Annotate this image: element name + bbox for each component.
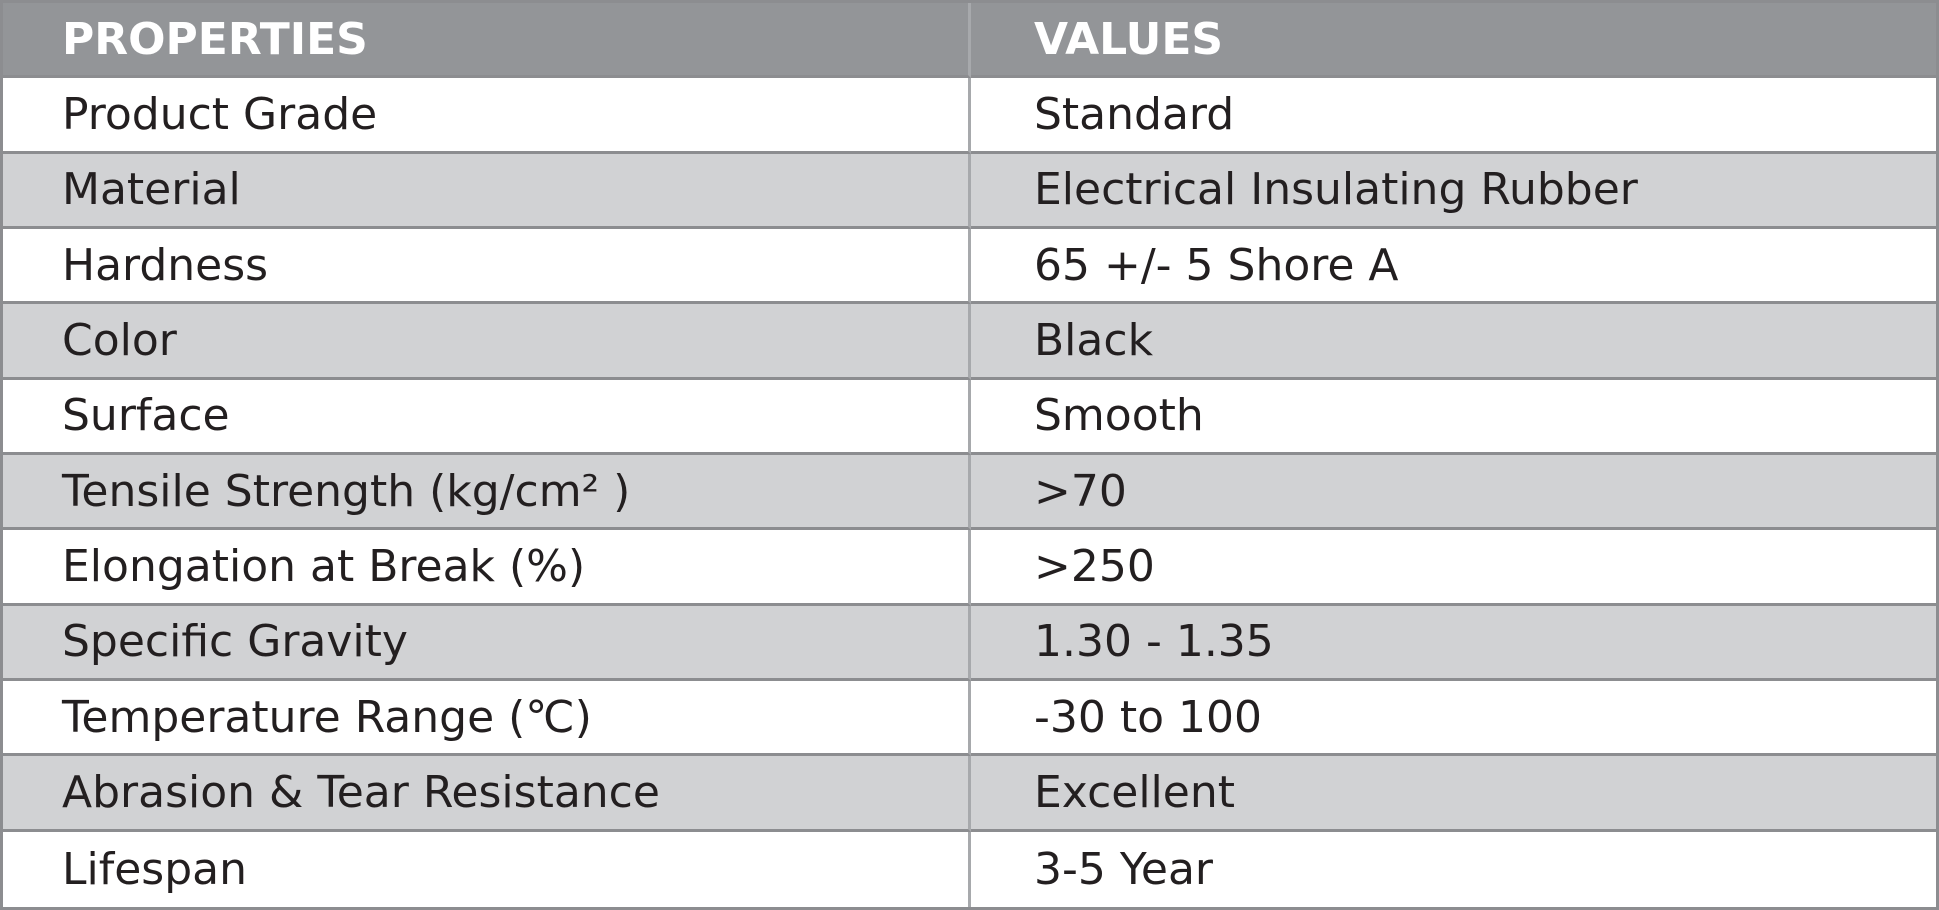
header-cell: VALUES — [971, 3, 1936, 79]
value-cell: 3-5 Year — [1034, 843, 1214, 895]
value-cell: -30 to 100 — [971, 681, 1936, 757]
value-cell: >70 — [971, 455, 1936, 531]
header-cell: PROPERTIES — [3, 3, 971, 79]
value-cell: 1.30 - 1.35 — [971, 605, 1936, 681]
property-cell: Hardness — [3, 229, 971, 305]
property-cell: Elongation at Break (%) — [3, 530, 971, 606]
value-cell: Smooth — [971, 380, 1936, 455]
property-cell: Abrasion & Tear Resistance — [3, 756, 971, 832]
value-cell: >250 — [971, 530, 1936, 606]
value-cell: 65 +/- 5 Shore A — [971, 229, 1936, 305]
property-cell: Temperature Range (℃) — [3, 681, 971, 757]
value-cell: Electrical Insulating Rubber — [971, 153, 1936, 229]
property-cell: Product Grade — [3, 78, 971, 154]
property-cell: Tensile Strength (kg/cm² ) — [3, 455, 971, 531]
property-cell: Material — [3, 153, 971, 229]
value-cell: Standard — [971, 78, 1936, 154]
property-cell: Specific Gravity — [3, 605, 971, 681]
value-cell: Excellent — [971, 756, 1936, 832]
property-cell: Color — [3, 304, 971, 380]
property-cell: Surface — [3, 379, 971, 455]
value-cell: Black — [971, 304, 1936, 380]
property-cell: Lifespan — [3, 831, 971, 907]
